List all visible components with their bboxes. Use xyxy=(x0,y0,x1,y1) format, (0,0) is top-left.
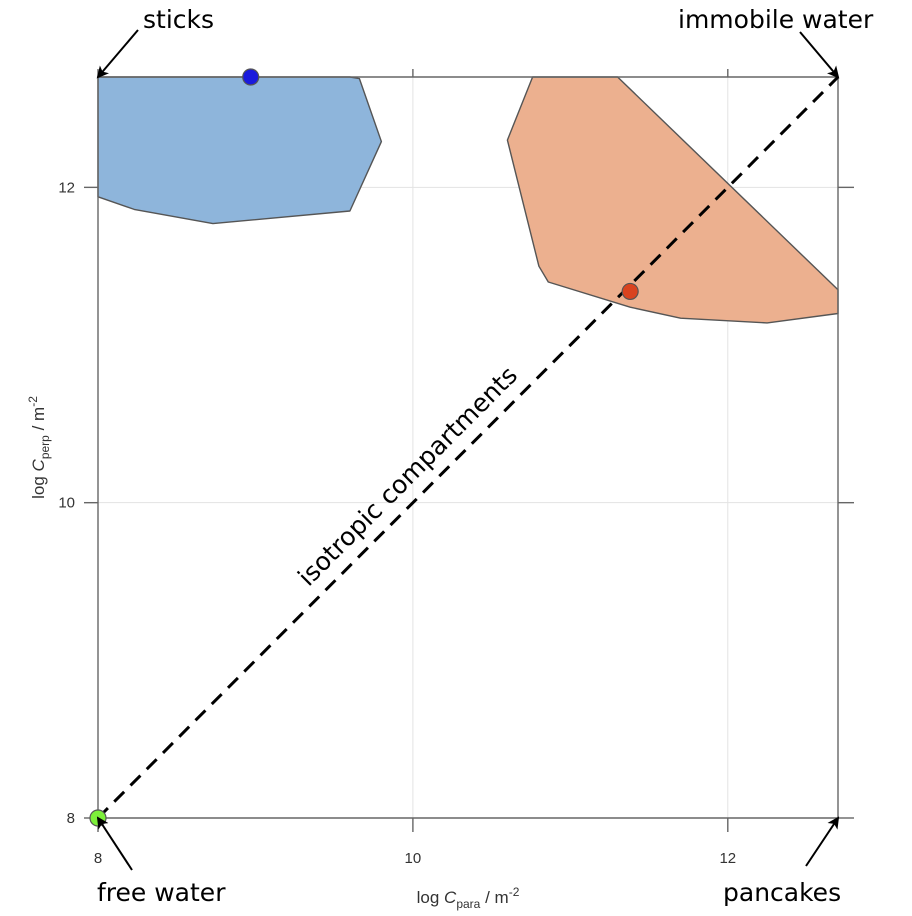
y-tick-label-1: 10 xyxy=(58,495,75,512)
annotation-arrow-2 xyxy=(96,816,133,871)
isotropic-line-label: isotropic compartments xyxy=(292,361,523,592)
data-point-1 xyxy=(621,282,639,301)
y-tick-label-0: 8 xyxy=(67,810,75,827)
y-axis-label-unit: / m xyxy=(29,407,48,435)
y-axis-label-exp: -2 xyxy=(26,396,40,407)
y-tick-label-2: 12 xyxy=(58,179,75,196)
x-tick-label-1: 10 xyxy=(405,850,422,867)
annotation-free-water: free water xyxy=(97,878,226,907)
annotation-arrow-1 xyxy=(799,31,840,79)
x-axis-label-sub: para xyxy=(456,897,480,911)
annotation-immobile-water: immobile water xyxy=(678,5,874,34)
annotation-pancakes: pancakes xyxy=(723,878,841,907)
y-axis-label-prefix: log xyxy=(29,471,48,498)
x-axis-label: log Cpara / m-2 xyxy=(417,885,520,911)
region-1 xyxy=(506,76,839,324)
x-tick-label-0: 8 xyxy=(94,850,102,867)
annotation-arrow-0 xyxy=(96,29,139,79)
y-axis-label-sub: perp xyxy=(38,435,52,459)
x-axis-label-unit: / m xyxy=(480,888,508,907)
isotropic-line xyxy=(96,75,840,820)
y-axis-label-var: C xyxy=(29,458,48,471)
x-tick-label-2: 12 xyxy=(719,850,736,867)
x-axis-label-var: C xyxy=(444,888,457,907)
region-0 xyxy=(97,76,383,225)
regions xyxy=(97,76,839,324)
isotropic-line-group xyxy=(96,75,840,820)
x-axis-label-prefix: log xyxy=(417,888,444,907)
tick-labels: 8 10 12 8 10 12 xyxy=(58,179,736,867)
annotation-sticks: sticks xyxy=(143,5,214,34)
y-axis-label: log Cperp / m-2 xyxy=(26,396,52,499)
annotation-arrow-3 xyxy=(805,816,840,867)
data-point-0 xyxy=(242,68,260,86)
x-axis-label-exp: -2 xyxy=(509,885,520,899)
annotations: sticks immobile water free water pancake… xyxy=(96,5,874,907)
